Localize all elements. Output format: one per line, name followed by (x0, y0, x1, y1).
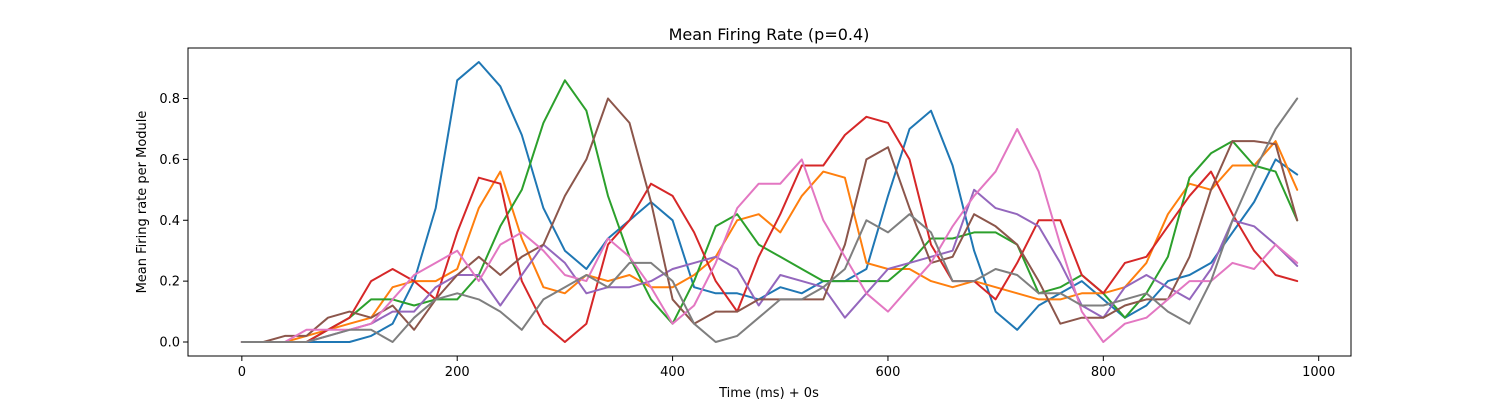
y-axis-label: Mean Firing rate per Module (135, 111, 150, 294)
x-tick-label: 600 (876, 365, 901, 380)
x-axis: 0 200 400 600 800 1000 (238, 356, 1335, 380)
y-tick-label: 0.8 (159, 92, 180, 107)
series-line-6 (240, 97, 1299, 343)
y-tick-label: 0.2 (159, 275, 180, 290)
x-tick-label: 200 (445, 365, 470, 380)
series-line-3 (240, 79, 1299, 343)
x-axis-label: Time (ms) + 0s (718, 386, 819, 400)
chart-title: Mean Firing Rate (p=0.4) (669, 25, 870, 44)
x-tick-label: 800 (1091, 365, 1116, 380)
x-tick-label: 1000 (1302, 365, 1335, 380)
series-line-2 (240, 140, 1299, 343)
y-tick-label: 0.4 (159, 214, 180, 229)
y-tick-label: 0.6 (159, 153, 180, 168)
y-tick-label: 0.0 (159, 336, 180, 351)
series-line-7 (240, 128, 1299, 343)
x-tick-label: 400 (660, 365, 685, 380)
x-tick-label: 0 (238, 365, 246, 380)
series-line-8 (240, 97, 1299, 343)
y-axis: 0.0 0.2 0.4 0.6 0.8 (159, 92, 188, 351)
series-lines (240, 61, 1299, 343)
plot-frame (187, 47, 1352, 357)
series-line-5 (240, 188, 1299, 343)
series-line-4 (240, 115, 1299, 343)
